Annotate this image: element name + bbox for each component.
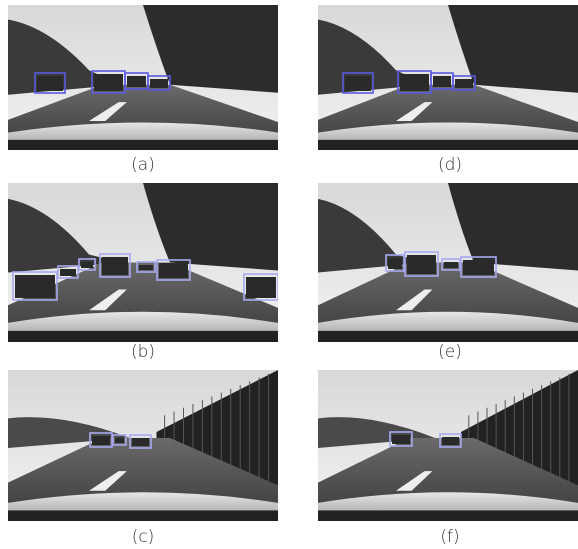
panel-label: (a) <box>131 155 155 175</box>
panel-label: (f) <box>440 527 459 547</box>
panel-label: (d) <box>438 155 462 175</box>
dashboard <box>8 510 278 521</box>
vehicle <box>159 263 188 278</box>
vehicle <box>127 76 146 87</box>
vehicle <box>442 437 459 445</box>
vehicle <box>400 74 429 91</box>
vehicle <box>132 438 149 446</box>
photo <box>0 370 359 521</box>
photo <box>240 183 578 342</box>
vehicle <box>115 438 124 443</box>
vehicle <box>407 255 436 274</box>
vehicle <box>139 265 153 270</box>
vehicle <box>37 76 63 91</box>
photo <box>240 370 578 521</box>
vehicle <box>92 436 110 445</box>
dashboard <box>8 331 278 342</box>
photo <box>0 5 359 150</box>
figure: (a) (b) (c) (d) (e) (f) <box>0 0 578 549</box>
vehicle <box>15 275 55 298</box>
vehicle <box>345 76 371 91</box>
panel-label: (c) <box>132 527 155 547</box>
vehicle <box>102 257 128 275</box>
vehicle <box>433 76 451 87</box>
vehicle <box>81 262 93 268</box>
dashboard <box>318 331 578 342</box>
dashboard <box>318 510 578 521</box>
panel-label: (b) <box>131 342 155 362</box>
panel-label: (e) <box>438 342 462 362</box>
vehicle <box>392 435 410 444</box>
vehicle <box>246 277 276 298</box>
vehicle <box>150 79 168 88</box>
vehicle <box>455 79 473 88</box>
photo <box>240 5 578 150</box>
dashboard <box>318 140 578 150</box>
vehicle <box>60 269 76 276</box>
photo <box>0 183 359 342</box>
dashboard <box>8 140 278 150</box>
vehicle <box>463 260 494 275</box>
vehicle <box>94 74 123 91</box>
vehicle <box>444 262 458 268</box>
vehicle <box>388 258 402 269</box>
